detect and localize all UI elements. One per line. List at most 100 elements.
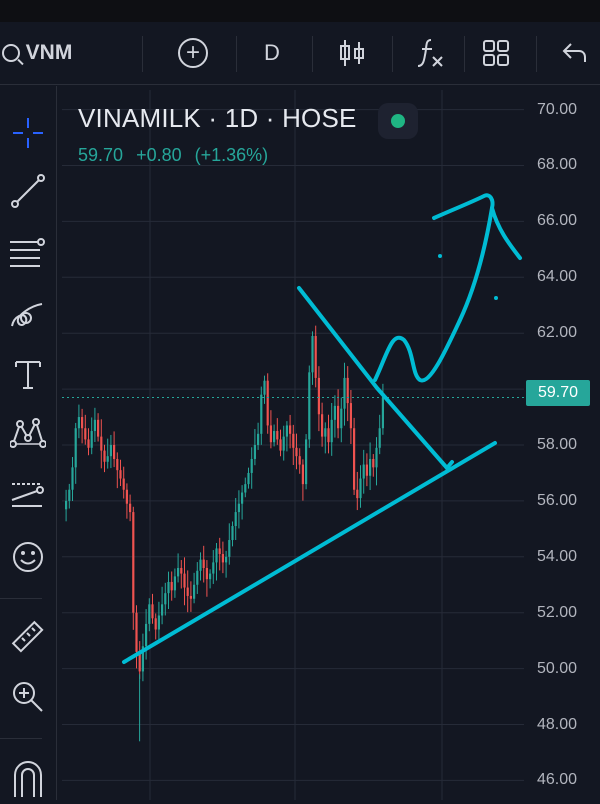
candle-body	[161, 604, 164, 616]
emoji-icon	[13, 542, 43, 572]
candle-body	[129, 503, 132, 513]
candle-body	[116, 458, 119, 471]
legend-interval: 1D	[224, 103, 259, 133]
chart-type-button[interactable]	[330, 22, 374, 84]
candle-body	[205, 567, 208, 580]
drawn-dot	[438, 254, 442, 258]
candle-body	[90, 431, 93, 448]
text-icon	[15, 361, 41, 389]
candle-body	[301, 464, 304, 485]
legend-values: 59.70 +0.80 (+1.36%)	[78, 145, 276, 166]
ruler-tool[interactable]	[0, 610, 56, 664]
interval-button[interactable]: D	[252, 22, 292, 84]
candle-body	[209, 573, 212, 580]
candle-body	[135, 612, 138, 652]
indicators-icon	[417, 39, 443, 67]
emoji-tool[interactable]	[0, 530, 56, 584]
symbol-label: VNM	[25, 41, 73, 64]
candle-body	[125, 489, 128, 504]
candle-body	[327, 428, 330, 443]
candle-body	[276, 431, 279, 440]
symbol-search-button[interactable]: VNM	[0, 22, 80, 84]
drawn-projection-curve	[432, 193, 495, 220]
fib-tool[interactable]	[0, 226, 56, 280]
magnet-tool[interactable]	[0, 750, 56, 804]
candle-body	[145, 623, 148, 647]
zoom-tool[interactable]	[0, 670, 56, 724]
candle-body	[237, 503, 240, 513]
candle-body	[333, 405, 336, 420]
crosshair-tool[interactable]	[0, 106, 56, 160]
candle-body	[337, 405, 340, 429]
candle-body	[141, 646, 144, 672]
candle-body	[218, 548, 221, 555]
candle-body	[157, 615, 160, 630]
brush-tool[interactable]	[0, 288, 56, 342]
candle-body	[273, 431, 276, 443]
candle-body	[321, 414, 324, 437]
candle-body	[215, 548, 218, 563]
candle-body	[282, 436, 285, 451]
price-axis-label: 64.00	[537, 268, 578, 286]
candle-body	[311, 335, 314, 373]
candle-body	[97, 419, 100, 437]
drawn-resistance-line	[445, 460, 454, 470]
undo-button[interactable]	[554, 22, 594, 84]
candle-body	[103, 450, 106, 462]
add-symbol-button[interactable]: +	[170, 22, 216, 84]
candle-body	[231, 526, 234, 541]
drawn-dot	[494, 296, 498, 300]
price-chart[interactable]	[62, 90, 524, 800]
candle-body	[87, 439, 90, 448]
chart-legend: VINAMILK · 1D · HOSE	[78, 103, 357, 134]
candle-body	[221, 554, 224, 563]
trendline-icon	[11, 174, 45, 208]
measure-tool[interactable]	[0, 468, 56, 522]
toolbar-divider	[392, 36, 393, 72]
price-axis-label: 58.00	[537, 436, 578, 453]
layout-button[interactable]	[476, 22, 516, 84]
ruler-icon	[11, 620, 44, 653]
candle-body	[247, 472, 250, 485]
candle-body	[260, 394, 263, 434]
legend-exchange: HOSE	[282, 103, 357, 133]
zoom-icon	[13, 682, 43, 712]
toolbar-divider	[312, 36, 313, 72]
candle-body	[279, 439, 282, 451]
candle-body	[109, 445, 112, 457]
price-axis-label: 62.00	[537, 324, 578, 342]
candle-body	[353, 428, 356, 490]
candle-body	[225, 556, 228, 563]
price-axis-label: 48.00	[537, 715, 578, 733]
candle-body	[132, 512, 135, 613]
candle-body	[349, 403, 352, 429]
legend-title: VINAMILK · 1D · HOSE	[78, 103, 357, 134]
candle-body	[93, 419, 96, 432]
candle-body	[74, 428, 77, 468]
indicators-button[interactable]	[408, 22, 452, 84]
candle-body	[359, 478, 362, 499]
candle-body	[305, 439, 308, 485]
fib-icon	[10, 238, 45, 267]
candle-body	[289, 425, 292, 434]
candle-body	[285, 425, 288, 437]
legend-change: +0.80	[136, 145, 182, 165]
toolbar-divider	[536, 36, 537, 72]
candle-body	[177, 567, 180, 577]
drawn-projection-curve	[373, 206, 522, 383]
candle-body	[308, 372, 311, 440]
candle-body	[324, 428, 327, 437]
price-axis-label: 66.00	[537, 212, 578, 230]
trendline-tool[interactable]	[0, 164, 56, 218]
candle-body	[81, 417, 84, 429]
candle-body	[314, 335, 317, 378]
price-axis-label: 52.00	[537, 603, 578, 621]
text-tool[interactable]	[0, 348, 56, 402]
candle-body	[202, 559, 205, 568]
pattern-tool[interactable]	[0, 406, 56, 460]
toolbar-divider	[236, 36, 237, 72]
legend-change-percent: (+1.36%)	[194, 145, 269, 165]
candle-body	[113, 445, 116, 459]
candle-body	[186, 587, 189, 596]
market-status-button[interactable]	[378, 103, 418, 139]
